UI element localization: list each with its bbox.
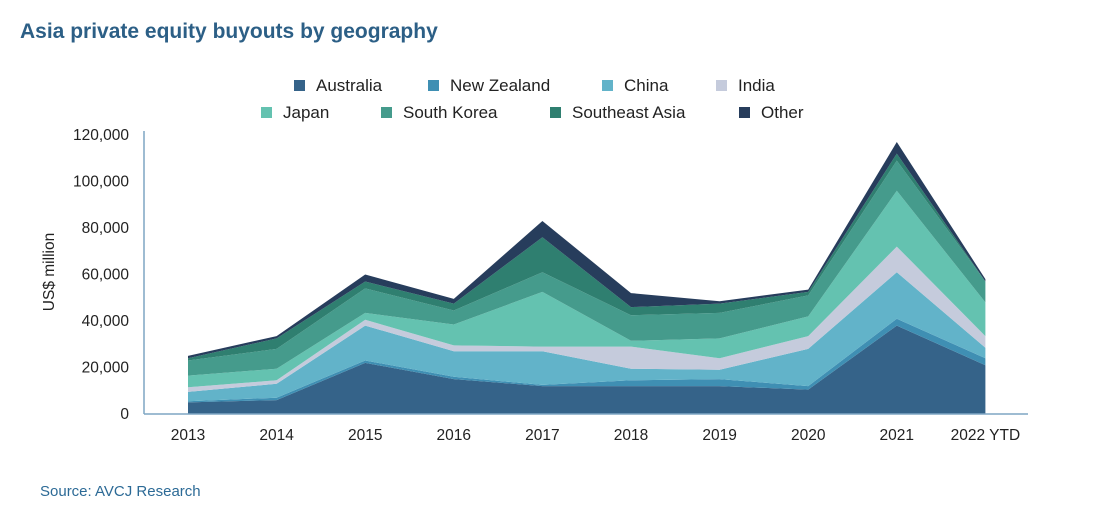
legend-swatch xyxy=(428,80,439,91)
legend-label: South Korea xyxy=(403,103,498,122)
x-tick-label: 2017 xyxy=(525,427,559,444)
chart-title: Asia private equity buyouts by geography xyxy=(20,20,438,43)
legend-swatch xyxy=(294,80,305,91)
axes-group: 0 20,000 40,000 60,000 80,000 100,000 120,000 2… xyxy=(73,127,1028,444)
legend-swatch xyxy=(739,107,750,118)
legend-swatch xyxy=(381,107,392,118)
x-tick-label: 2022 YTD xyxy=(951,427,1021,444)
legend-label: New Zealand xyxy=(450,76,550,95)
y-tick-label: 100,000 xyxy=(73,174,129,191)
legend-swatch xyxy=(550,107,561,118)
y-axis-label: US$ million xyxy=(41,233,58,311)
y-tick-label: 20,000 xyxy=(82,360,130,377)
legend-label: Other xyxy=(761,103,804,122)
legend-swatch xyxy=(261,107,272,118)
area-series-other xyxy=(188,142,986,359)
source-note: Source: AVCJ Research xyxy=(40,483,201,500)
legend-label: India xyxy=(738,76,775,95)
legend: Australia New Zealand China India Japan South… xyxy=(261,76,804,122)
legend-label: Australia xyxy=(316,76,383,95)
area-series-india xyxy=(188,246,986,392)
x-tick-label: 2018 xyxy=(614,427,648,444)
area-series-australia xyxy=(188,325,986,414)
legend-swatch xyxy=(602,80,613,91)
x-tick-label: 2016 xyxy=(437,427,471,444)
legend-swatch xyxy=(716,80,727,91)
x-tick-label: 2013 xyxy=(171,427,205,444)
legend-label: Japan xyxy=(283,103,329,122)
x-tick-label: 2019 xyxy=(702,427,736,444)
legend-label: China xyxy=(624,76,669,95)
x-tick-label: 2020 xyxy=(791,427,826,444)
legend-label: Southeast Asia xyxy=(572,103,686,122)
y-tick-label: 80,000 xyxy=(82,220,130,237)
y-tick-label: 40,000 xyxy=(82,313,130,330)
x-tick-label: 2015 xyxy=(348,427,382,444)
area-series-new-zealand xyxy=(188,318,986,403)
y-tick-label: 60,000 xyxy=(82,267,130,284)
x-tick-label: 2021 xyxy=(880,427,914,444)
area-series-china xyxy=(188,272,986,402)
x-tick-label: 2014 xyxy=(259,427,294,444)
y-tick-label: 120,000 xyxy=(73,127,129,144)
area-series-group xyxy=(188,142,986,414)
area-series-japan xyxy=(188,190,986,388)
y-tick-label: 0 xyxy=(120,406,129,423)
area-series-south-korea xyxy=(188,160,986,376)
